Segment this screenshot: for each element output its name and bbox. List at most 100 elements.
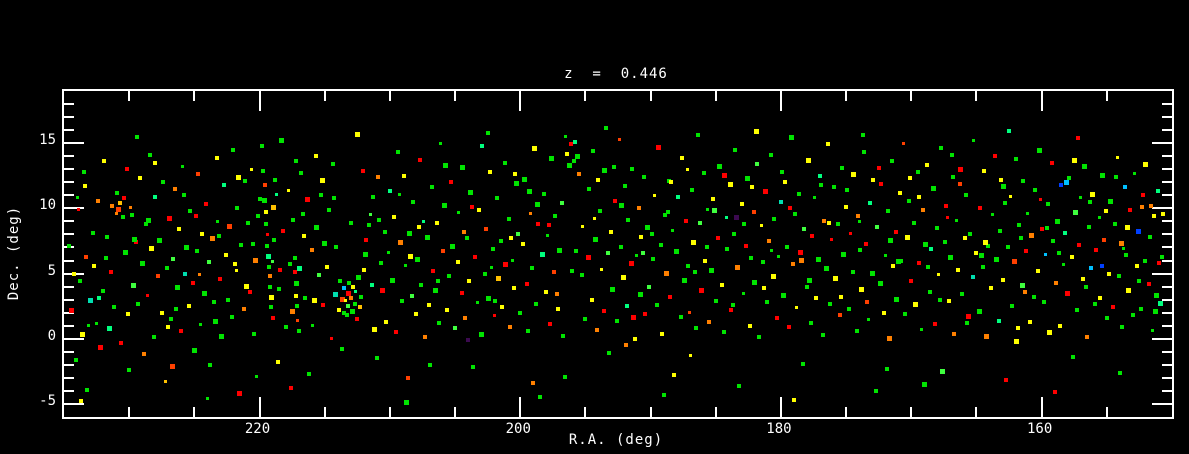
data-point: [331, 195, 336, 200]
data-point: [121, 195, 126, 200]
data-point: [125, 311, 130, 316]
data-point: [799, 258, 805, 264]
data-point: [1051, 238, 1056, 243]
data-point: [866, 317, 870, 321]
data-point: [214, 155, 219, 160]
data-point: [416, 224, 421, 229]
data-point: [1022, 289, 1027, 294]
data-point: [559, 201, 564, 206]
data-point: [1046, 202, 1051, 207]
data-point: [252, 331, 257, 336]
data-point: [848, 231, 852, 235]
data-point: [554, 292, 559, 297]
data-point: [768, 152, 773, 157]
data-point: [706, 208, 710, 212]
data-point: [1001, 183, 1007, 189]
data-point: [332, 291, 338, 297]
data-point: [275, 360, 280, 365]
data-point: [509, 236, 514, 241]
data-point: [1067, 176, 1072, 181]
data-point: [256, 214, 261, 219]
data-point: [742, 222, 747, 226]
data-point: [1019, 282, 1025, 288]
data-point: [67, 244, 72, 249]
data-point: [115, 190, 120, 195]
y-tick-label: 15: [39, 132, 56, 149]
data-point: [110, 203, 115, 208]
data-point: [721, 330, 726, 335]
data-point: [858, 248, 863, 253]
data-point: [672, 373, 677, 378]
data-point: [967, 232, 972, 237]
data-point: [895, 259, 901, 265]
data-point: [111, 305, 116, 310]
data-point: [1024, 249, 1028, 254]
data-point: [1152, 308, 1158, 314]
y-tick-label: 10: [39, 197, 56, 214]
data-point: [484, 227, 489, 232]
data-point: [260, 143, 265, 148]
data-point: [467, 279, 472, 284]
x-tick: [454, 407, 457, 417]
data-point: [711, 197, 716, 202]
data-point: [1113, 175, 1118, 180]
plot-title: z = 0.446: [564, 66, 668, 82]
data-point: [999, 177, 1004, 182]
y-tick: [64, 337, 84, 340]
data-point: [81, 169, 86, 174]
x-tick: [258, 397, 261, 417]
data-point: [617, 137, 621, 141]
y-tick: [64, 350, 74, 353]
data-point: [237, 391, 243, 397]
data-point: [1035, 268, 1040, 273]
data-point: [830, 238, 834, 242]
data-point: [1083, 284, 1088, 289]
data-point: [820, 332, 825, 337]
data-point: [1063, 179, 1069, 185]
data-point: [759, 223, 763, 227]
data-point: [344, 313, 349, 318]
y-tick: [64, 259, 74, 262]
data-point: [669, 180, 674, 185]
data-point: [76, 208, 80, 212]
data-point: [601, 309, 606, 314]
data-point: [1138, 306, 1143, 311]
data-point: [778, 199, 783, 204]
data-point: [1050, 160, 1055, 165]
data-point: [939, 146, 944, 151]
data-point: [1004, 378, 1009, 383]
data-point: [917, 194, 922, 199]
data-point: [581, 225, 585, 229]
data-point: [1018, 236, 1023, 241]
data-point: [494, 195, 499, 200]
data-point: [87, 298, 93, 304]
data-point: [344, 299, 348, 303]
data-point: [750, 185, 755, 190]
data-point: [205, 397, 209, 401]
data-point: [339, 347, 344, 352]
data-point: [1059, 182, 1064, 187]
data-point: [979, 252, 985, 258]
data-point: [243, 284, 249, 290]
data-point: [1124, 253, 1129, 258]
data-point: [226, 297, 231, 302]
data-point: [609, 229, 614, 234]
data-point: [476, 207, 481, 212]
x-tick-label: 160: [1026, 421, 1053, 437]
data-point: [1123, 185, 1128, 190]
data-point: [441, 249, 446, 254]
data-point: [932, 322, 937, 327]
data-point: [251, 241, 255, 246]
y-tick: [64, 194, 74, 197]
data-point: [546, 234, 550, 238]
data-point: [837, 313, 842, 318]
data-point: [861, 133, 866, 138]
y-tick-label: 5: [47, 262, 56, 279]
data-point: [360, 168, 365, 173]
x-tick: [584, 407, 587, 417]
data-point: [1137, 279, 1142, 284]
data-point: [231, 147, 236, 152]
data-point: [127, 368, 132, 373]
data-point: [620, 274, 626, 280]
data-point: [529, 212, 533, 216]
